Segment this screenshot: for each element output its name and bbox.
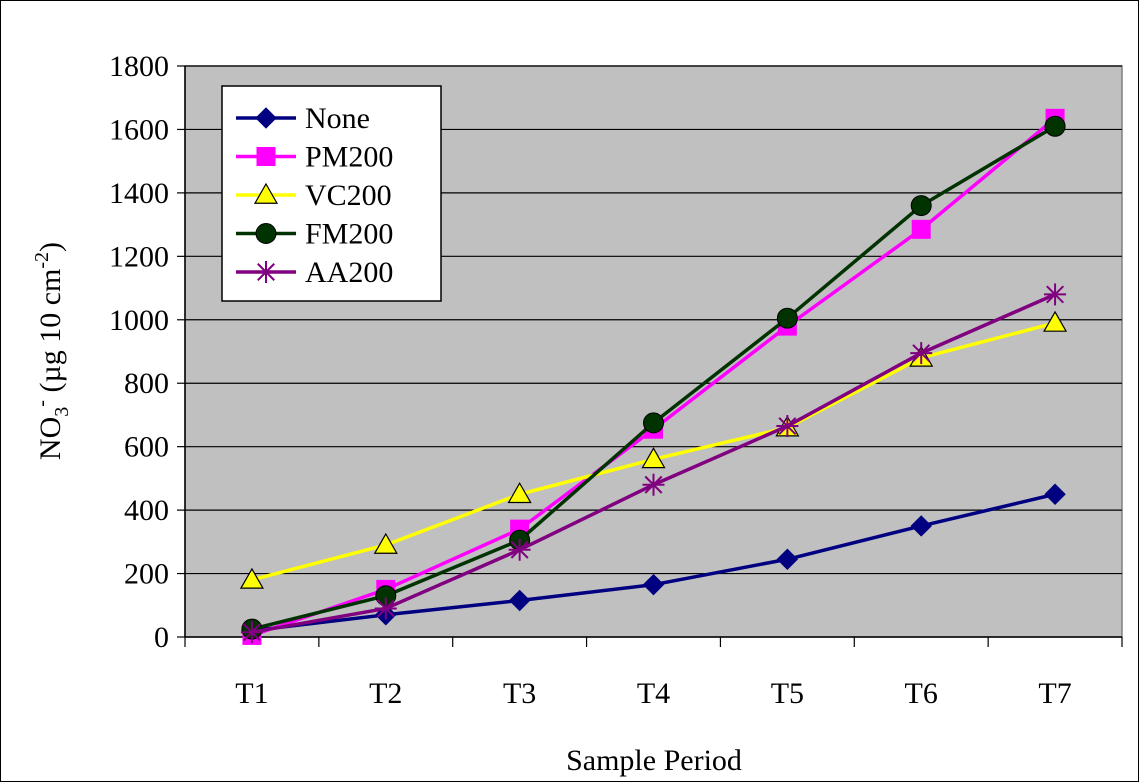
x-tick-label: T5: [771, 677, 804, 710]
legend-label-aa200: AA200: [305, 256, 393, 289]
y-axis-title-part: (µg 10 cm: [34, 269, 67, 400]
legend-label-fm200: FM200: [305, 218, 393, 251]
y-tick-label: 0: [154, 621, 169, 654]
legend-label-none: None: [305, 102, 370, 135]
legend-marker-fm200: [255, 223, 277, 244]
data-point-aa200: [240, 621, 263, 644]
x-tick-label: T4: [637, 677, 670, 710]
axes: [177, 65, 1123, 647]
data-point-fm200: [643, 412, 664, 434]
y-tick-label: 600: [124, 431, 169, 464]
marker-stroke: [257, 263, 275, 281]
data-point-fm200: [1044, 115, 1066, 137]
legend-item-vc200: VC200: [236, 179, 392, 212]
data-point-fm200: [910, 195, 932, 217]
legend-marker-none: [255, 107, 277, 129]
legend-label-pm200: PM200: [305, 141, 393, 174]
data-point-pm200: [911, 219, 931, 239]
y-tick-label: 1600: [109, 113, 169, 146]
y-tick-label: 1000: [109, 304, 169, 337]
legend-item-aa200: AA200: [236, 256, 393, 289]
legend-marker-vc200: [253, 182, 279, 204]
legend-item-fm200: FM200: [236, 218, 393, 251]
x-axis-title: Sample Period: [566, 744, 742, 777]
data-point-aa200: [508, 538, 531, 561]
y-axis-title-subscript: 3: [51, 407, 73, 417]
y-axis-title-superscript: -2: [31, 252, 53, 269]
legend-marker-pm200: [256, 147, 276, 166]
data-point-aa200: [642, 473, 665, 496]
data-point-vc200: [641, 447, 666, 469]
y-tick-label: 1800: [109, 50, 169, 83]
series-layer: [239, 108, 1068, 645]
y-axis-title: NO3- (µg 10 cm-2): [31, 242, 73, 460]
marker-stroke: [376, 599, 395, 618]
y-axis-title-superscript: -: [31, 400, 53, 407]
y-tick-label: 200: [124, 558, 169, 591]
data-point-aa200: [374, 597, 397, 620]
x-tick-label: T6: [905, 677, 938, 710]
data-point-fm200: [776, 307, 798, 329]
data-point-aa200: [1044, 283, 1067, 306]
marker-stroke: [242, 623, 261, 642]
marker-stroke: [644, 475, 663, 494]
y-tick-label: 1200: [109, 240, 169, 273]
data-point-vc200: [239, 567, 264, 589]
x-tick-label: T3: [503, 677, 536, 710]
data-point-aa200: [776, 415, 799, 438]
marker-stroke: [778, 417, 797, 436]
x-ticks: T1 T2 T3 T4 T5 T6 T7: [235, 677, 1071, 710]
y-tick-label: 400: [124, 494, 169, 527]
y-tick-label: 800: [124, 367, 169, 400]
data-point-vc200: [1043, 310, 1068, 332]
y-axis-title-part: NO: [34, 417, 67, 460]
marker-stroke: [912, 344, 931, 363]
legend-item-none: None: [236, 102, 370, 135]
data-point-none: [910, 515, 932, 537]
y-axis-title-part: ): [34, 242, 67, 252]
data-point-none: [642, 573, 665, 596]
legend-marker-aa200: [255, 261, 277, 283]
x-tick-label: T2: [369, 677, 402, 710]
data-point-none: [508, 589, 531, 612]
y-ticks: 0 200 400 600 800 1000 1200 1400 1600 1800: [109, 50, 169, 654]
series-aa200: [240, 283, 1067, 644]
legend-label-vc200: VC200: [305, 179, 392, 212]
data-point-vc200: [373, 532, 398, 554]
data-point-none: [776, 548, 799, 570]
legend-item-pm200: PM200: [236, 141, 393, 174]
data-point-none: [1044, 483, 1066, 505]
x-tick-label: T7: [1038, 677, 1071, 710]
x-tick-label: T1: [235, 677, 268, 710]
data-point-vc200: [507, 482, 532, 504]
legend: None PM200 VC200 FM200 AA200: [221, 85, 442, 302]
marker-stroke: [510, 540, 529, 559]
y-tick-label: 1400: [109, 177, 169, 210]
marker-stroke: [1046, 285, 1065, 304]
data-point-aa200: [910, 342, 933, 365]
